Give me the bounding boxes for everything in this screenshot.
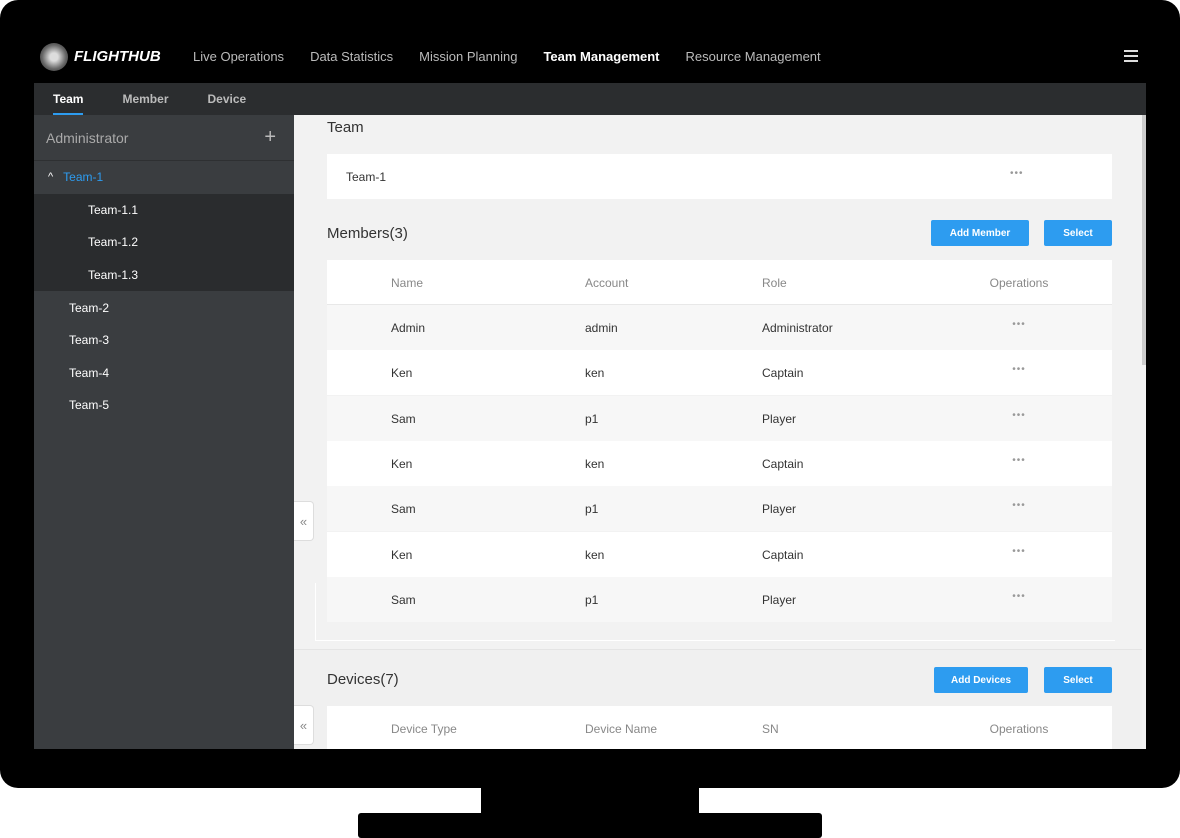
col-device-operations: Operations — [989, 722, 1049, 736]
add-devices-button[interactable]: Add Devices — [934, 667, 1028, 693]
sidebar-item-team-5[interactable]: Team-5 — [69, 398, 110, 413]
logo[interactable]: FLIGHTHUB — [40, 42, 193, 71]
sidebar-item-team-4[interactable]: Team-4 — [69, 365, 110, 380]
monitor-base — [358, 813, 822, 838]
nav-mission-planning[interactable]: Mission Planning — [419, 49, 518, 64]
logo-icon — [40, 42, 68, 71]
more-icon[interactable]: ••• — [1012, 590, 1026, 602]
more-icon[interactable]: ••• — [1012, 364, 1026, 376]
sidebar-item-team-1-3[interactable]: Team-1.3 — [88, 268, 139, 283]
sidebar-item-team-1-1[interactable]: Team-1.1 — [88, 202, 139, 217]
member-name: Sam — [391, 411, 416, 426]
member-role: Player — [762, 411, 797, 426]
collapse-sidebar-button[interactable]: « — [294, 501, 314, 541]
sub-nav: Team Member Device — [34, 83, 1146, 115]
tab-team[interactable]: Team — [53, 83, 84, 115]
more-icon[interactable]: ••• — [1012, 319, 1026, 330]
more-icon[interactable]: ••• — [1012, 545, 1026, 557]
logo-text: FLIGHTHUB — [74, 48, 161, 65]
member-account: p1 — [585, 592, 599, 607]
member-role: Administrator — [762, 321, 833, 335]
member-name: Admin — [391, 321, 426, 335]
table-row: Ken ken Captain ••• — [327, 350, 1112, 396]
collapse-sidebar-button-2[interactable]: « — [294, 705, 314, 745]
sidebar-item-team-1[interactable]: ^ Team-1 — [34, 161, 294, 194]
members-title: Members(3) — [327, 225, 408, 242]
members-panel-border — [315, 583, 1115, 641]
add-team-icon[interactable]: + — [264, 126, 276, 148]
member-account: p1 — [585, 411, 599, 426]
member-name: Sam — [391, 592, 416, 607]
members-select-button[interactable]: Select — [1044, 220, 1112, 246]
col-account: Account — [585, 276, 629, 290]
team-name: Team-1 — [346, 170, 387, 184]
table-row: Sam p1 Player ••• — [327, 395, 1112, 441]
team-section-title: Team — [327, 119, 364, 136]
sidebar-item-team-2[interactable]: Team-2 — [69, 300, 110, 315]
more-icon[interactable]: ••• — [1012, 500, 1026, 512]
nav-live-operations[interactable]: Live Operations — [193, 49, 285, 64]
nav-data-statistics[interactable]: Data Statistics — [310, 49, 394, 64]
col-sn: SN — [762, 722, 779, 736]
nav-resource-management[interactable]: Resource Management — [685, 49, 821, 64]
member-name: Ken — [391, 547, 413, 562]
tab-member[interactable]: Member — [122, 92, 169, 106]
col-name: Name — [391, 276, 424, 290]
main-content: Team Team-1 ••• Members(3) Add Member Se… — [294, 115, 1146, 749]
sidebar-item-team-3[interactable]: Team-3 — [69, 333, 110, 348]
devices-title: Devices(7) — [327, 671, 399, 688]
member-name: Ken — [391, 456, 413, 471]
member-name: Sam — [391, 502, 416, 517]
monitor-stand — [481, 788, 699, 814]
sidebar-subteams: Team-1.1 Team-1.2 Team-1.3 — [34, 193, 294, 292]
col-device-name: Device Name — [585, 722, 658, 736]
more-icon[interactable]: ••• — [1012, 454, 1026, 466]
member-role: Captain — [762, 547, 804, 562]
member-name: Ken — [391, 366, 413, 381]
devices-table-header: Device Type Device Name SN Operations — [327, 706, 1112, 749]
tab-device[interactable]: Device — [207, 92, 247, 106]
table-row: Admin admin Administrator ••• — [327, 305, 1112, 350]
devices-select-button[interactable]: Select — [1044, 667, 1112, 693]
member-account: ken — [585, 456, 605, 471]
col-operations: Operations — [989, 276, 1049, 290]
more-icon[interactable]: ••• — [1012, 409, 1026, 421]
member-role: Captain — [762, 456, 804, 471]
sidebar-item-label: Team-1 — [63, 170, 104, 185]
table-row: Ken ken Captain ••• — [327, 440, 1112, 486]
scrollbar[interactable] — [1142, 115, 1146, 365]
table-row: Sam p1 Player ••• — [327, 486, 1112, 532]
hamburger-menu-icon[interactable] — [1124, 50, 1138, 62]
col-device-type: Device Type — [391, 722, 457, 736]
add-member-button[interactable]: Add Member — [931, 220, 1029, 246]
team-card: Team-1 ••• — [327, 154, 1112, 199]
screen: FLIGHTHUB Live Operations Data Statistic… — [34, 30, 1146, 749]
member-role: Player — [762, 592, 797, 607]
top-nav: FLIGHTHUB Live Operations Data Statistic… — [34, 30, 1146, 83]
members-table-header: Name Account Role Operations — [327, 260, 1112, 305]
member-account: p1 — [585, 502, 599, 517]
member-account: ken — [585, 366, 605, 381]
member-role: Player — [762, 502, 797, 517]
chevron-up-icon[interactable]: ^ — [48, 171, 54, 184]
table-row: Sam p1 Player ••• — [327, 576, 1112, 622]
sidebar-item-team-1-2[interactable]: Team-1.2 — [88, 235, 139, 250]
member-role: Captain — [762, 366, 804, 381]
more-icon[interactable]: ••• — [1010, 168, 1024, 179]
nav-team-management[interactable]: Team Management — [543, 49, 660, 64]
member-account: admin — [585, 321, 618, 335]
table-row: Ken ken Captain ••• — [327, 531, 1112, 577]
sidebar-header: Administrator + — [34, 115, 294, 161]
team-sidebar: Administrator + ^ Team-1 Team-1.1 Team-1.2… — [34, 115, 294, 749]
member-account: ken — [585, 547, 605, 562]
sidebar-title: Administrator — [46, 129, 129, 146]
col-role: Role — [762, 276, 787, 290]
